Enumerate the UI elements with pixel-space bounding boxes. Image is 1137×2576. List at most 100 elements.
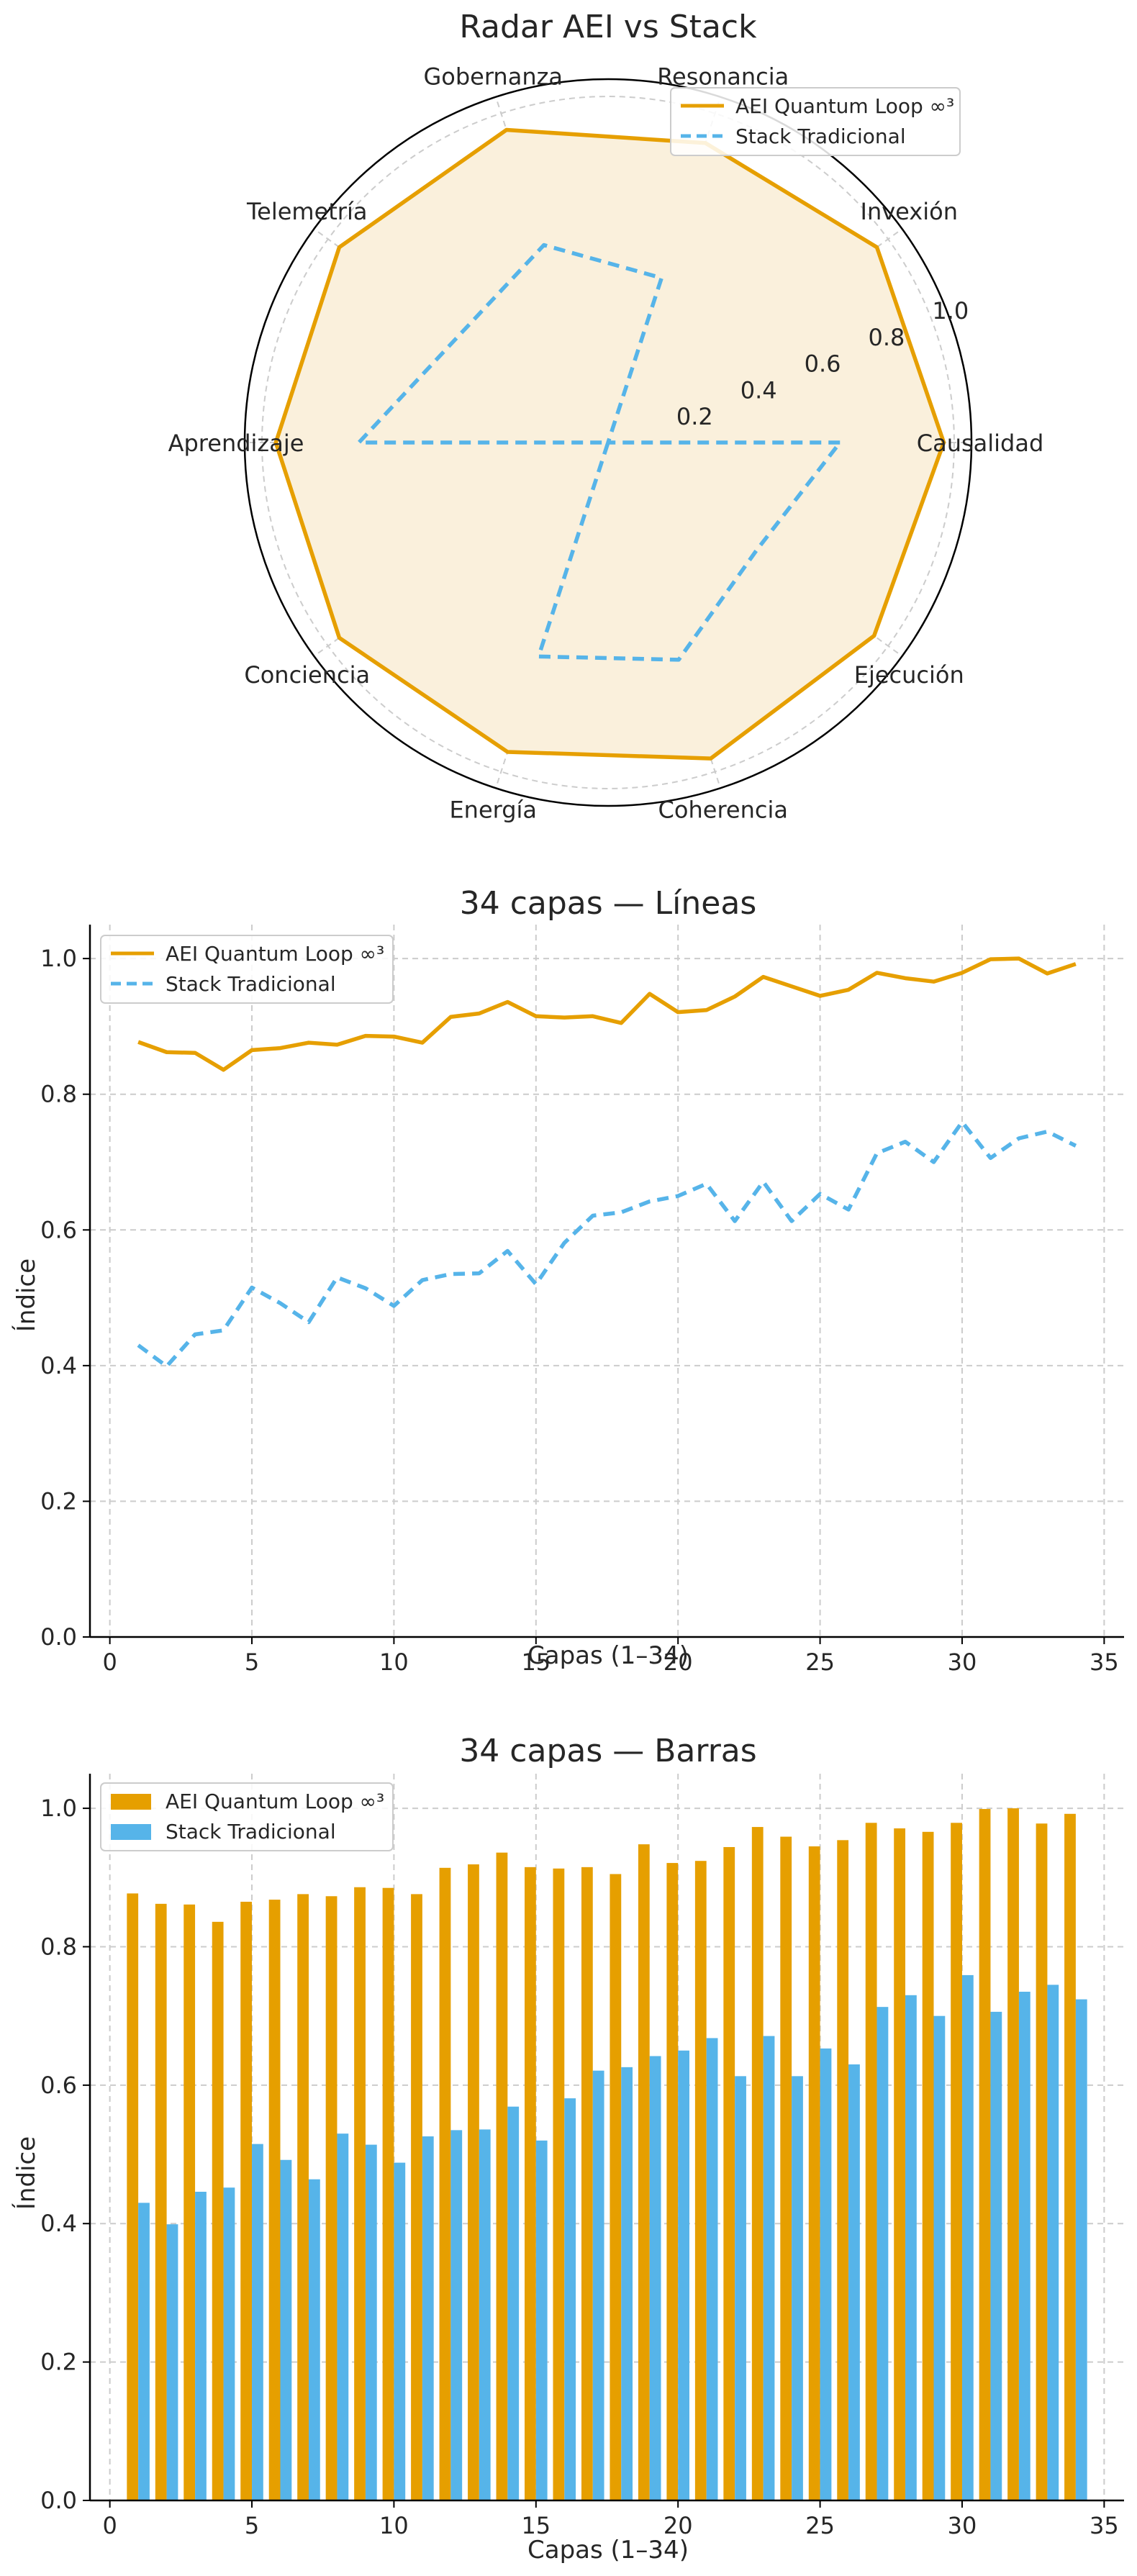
bar-aei-24 — [780, 1836, 792, 2500]
bar-stack-16 — [564, 2098, 576, 2500]
line-axes-xtick-7: 35 — [1090, 1648, 1119, 1676]
bar-aei-16 — [553, 1868, 565, 2500]
radar-axis-label-7: Energía — [449, 797, 537, 824]
bar-aei-28 — [894, 1828, 906, 2500]
bar-aei-34 — [1064, 1813, 1076, 2500]
bar-ylabel: Índice — [12, 2136, 41, 2210]
line-legend-aei: AEI Quantum Loop ∞³ — [166, 942, 384, 966]
radar-rtick-2: 0.6 — [805, 350, 841, 378]
radar-axis-label-0: Causalidad — [917, 430, 1044, 457]
radar-legend-box — [670, 87, 961, 156]
bar-xlabel: Capas (1–34) — [527, 2536, 689, 2564]
line-axes-xtick-6: 30 — [948, 1648, 977, 1676]
radar-rtick-3: 0.8 — [868, 324, 905, 351]
bar-axes-xtick-4: 20 — [663, 2512, 693, 2539]
radar-rtick-0: 0.2 — [676, 403, 713, 430]
bar-aei-29 — [922, 1831, 934, 2500]
line-axes-ytick-1: 0.2 — [40, 1487, 77, 1515]
line-axes-xtick-3: 15 — [521, 1648, 551, 1676]
bar-aei-21 — [694, 1861, 707, 2500]
radar-axis-label-4: Telemetría — [246, 198, 367, 225]
radar-legend-aei: AEI Quantum Loop ∞³ — [735, 94, 954, 118]
radar-axis-label-3: Gobernanza — [423, 63, 563, 90]
bar-chart: 34 capas — Barras 0 5 10 15 20 25 30 35 0.0 0.2 0.… — [12, 1733, 1124, 2564]
line-axes: 0 5 10 15 20 25 30 35 0.0 0.2 0.4 0.6 0.8 1.0 — [40, 925, 1124, 1676]
bar-stack-18 — [621, 2067, 633, 2500]
bar-stack-1 — [138, 2203, 150, 2500]
bar-aei-30 — [951, 1823, 962, 2500]
bar-axes-xtick-1: 5 — [245, 2512, 259, 2539]
radar-series-1 — [356, 242, 842, 662]
bar-aei-3 — [184, 1904, 196, 2500]
bar-stack-10 — [394, 2162, 406, 2500]
bar-aei-2 — [155, 1903, 167, 2500]
bar-aei-1 — [127, 1893, 139, 2500]
line-grid — [90, 925, 1124, 1638]
bar-stack-26 — [848, 2064, 860, 2500]
radar-axis-label-1: Invexión — [861, 198, 958, 225]
line-axes-xtick-4: 20 — [663, 1648, 693, 1676]
line-series — [137, 956, 1077, 1369]
bar-aei-23 — [751, 1827, 764, 2500]
radar-title: Radar AEI vs Stack — [459, 9, 757, 45]
line-legend-stack: Stack Tradicional — [166, 972, 336, 996]
bar-legend-swatch-aei — [111, 1794, 151, 1810]
bar-aei-6 — [268, 1900, 281, 2500]
bar-aei-26 — [837, 1840, 849, 2500]
bar-aei-27 — [865, 1823, 877, 2500]
bar-stack-24 — [792, 2076, 803, 2500]
bar-aei-33 — [1036, 1823, 1048, 2500]
bar-stack-28 — [905, 1995, 917, 2500]
bar-stack-8 — [337, 2133, 349, 2500]
bar-aei-11 — [411, 1894, 422, 2500]
line-axes-ytick-0: 0.0 — [40, 1623, 77, 1651]
radar-chart: Radar AEI vs Stack Causalidad Invexión Res… — [168, 9, 1044, 824]
bar-series — [127, 1808, 1087, 2500]
radar-axis-label-8: Coherencia — [658, 797, 788, 824]
bar-aei-9 — [354, 1887, 366, 2500]
bar-axes-xtick-6: 30 — [948, 2512, 977, 2539]
bar-aei-14 — [496, 1852, 508, 2500]
bar-aei-13 — [468, 1864, 479, 2500]
bar-stack-32 — [1018, 1992, 1030, 2500]
bar-stack-6 — [280, 2159, 292, 2500]
radar-outer-ring — [243, 78, 973, 807]
radar-legend-stack: Stack Tradicional — [735, 124, 906, 148]
bar-axes-xtick-5: 25 — [805, 2512, 835, 2539]
bar-stack-25 — [820, 2048, 832, 2500]
line-axes-xtick-5: 25 — [805, 1648, 835, 1676]
line-axes-xtick-2: 10 — [379, 1648, 409, 1676]
bar-stack-4 — [223, 2187, 235, 2500]
bar-stack-27 — [876, 2007, 889, 2500]
radar-axis-labels: Causalidad Invexión Resonancia Gobernanza Te… — [168, 63, 1044, 823]
bar-axes: 0 5 10 15 20 25 30 35 0.0 0.2 0.4 0.6 0.8 1.0 — [40, 1774, 1124, 2539]
radar-radial-ticks: 0.2 0.4 0.6 0.8 1.0 — [676, 297, 969, 430]
bar-stack-20 — [678, 2050, 689, 2500]
bar-aei-8 — [325, 1896, 338, 2500]
bar-stack-22 — [735, 2076, 746, 2500]
bar-stack-12 — [450, 2130, 463, 2500]
bar-legend-stack: Stack Tradicional — [166, 1820, 336, 1843]
bar-legend-swatch-stack — [111, 1824, 151, 1840]
bar-aei-10 — [382, 1887, 394, 2500]
bar-legend-box — [100, 1782, 394, 1851]
bar-stack-7 — [308, 2179, 320, 2500]
bar-title: 34 capas — Barras — [459, 1733, 756, 1769]
bar-stack-5 — [252, 2144, 263, 2500]
bar-stack-21 — [706, 2038, 718, 2500]
bar-axes-ytick-0: 0.0 — [40, 2487, 77, 2514]
bar-aei-4 — [212, 1921, 224, 2500]
bar-stack-2 — [166, 2224, 178, 2500]
bar-stack-23 — [763, 2036, 775, 2500]
line-title: 34 capas — Líneas — [460, 885, 757, 922]
bar-legend-aei: AEI Quantum Loop ∞³ — [166, 1790, 384, 1813]
bar-aei-15 — [525, 1867, 536, 2500]
bar-axes-ytick-4: 0.8 — [40, 1933, 77, 1960]
bar-stack-33 — [1047, 1985, 1059, 2500]
bar-aei-17 — [581, 1867, 593, 2500]
radar-axis-label-2: Resonancia — [657, 63, 789, 90]
bar-stack-11 — [422, 2136, 434, 2500]
line-series-1 — [137, 1120, 1077, 1369]
line-series-0 — [137, 956, 1077, 1072]
